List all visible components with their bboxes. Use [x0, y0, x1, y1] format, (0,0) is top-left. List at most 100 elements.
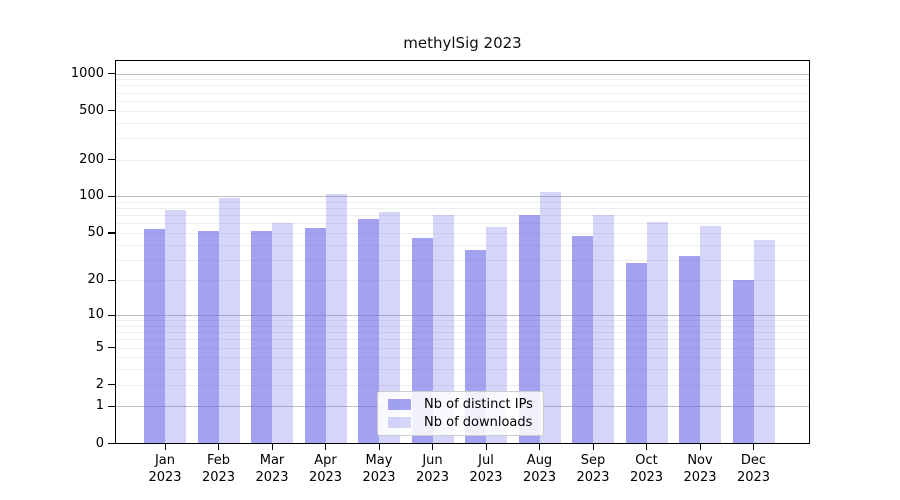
x-tick-label: Aug 2023	[508, 452, 572, 486]
bar-downloads-may	[379, 211, 400, 444]
x-tick-mark	[218, 444, 220, 450]
x-tick-label: Jul 2023	[454, 452, 518, 486]
legend-swatch-distinct-ips	[388, 399, 411, 410]
x-tick-year: 2023	[415, 470, 450, 485]
y-tick-mark	[108, 384, 115, 386]
x-tick-year: 2023	[362, 470, 396, 485]
gridline-minor	[115, 201, 810, 203]
y-tick-label: 1000	[70, 65, 104, 81]
y-tick-label: 2	[95, 376, 104, 392]
x-tick-month: Jun	[422, 453, 443, 468]
x-tick-mark	[753, 444, 755, 450]
x-tick-label: Feb 2023	[187, 452, 251, 486]
y-tick-mark	[108, 159, 115, 161]
y-tick-mark	[108, 110, 115, 112]
x-tick-month: Nov	[687, 453, 713, 468]
x-tick-year: 2023	[255, 470, 289, 485]
y-tick-mark	[108, 405, 115, 408]
x-tick-month: Sep	[580, 453, 606, 468]
gridline-minor	[115, 92, 810, 94]
legend: Nb of distinct IPs Nb of downloads	[377, 391, 544, 436]
y-tick-mark	[108, 314, 115, 316]
x-tick-month: Mar	[259, 453, 285, 468]
x-tick-mark	[539, 444, 541, 450]
y-tick-label: 50	[87, 224, 104, 240]
y-tick-label: 500	[79, 102, 104, 118]
bar-downloads-feb	[218, 197, 240, 444]
gridline-major	[115, 315, 810, 317]
x-tick-label: May 2023	[347, 452, 411, 486]
gridline-minor	[115, 369, 810, 371]
bar-downloads-apr	[325, 193, 347, 444]
gridline-minor	[115, 325, 810, 327]
bar-downloads-aug	[539, 191, 561, 444]
x-tick-mark	[271, 444, 273, 450]
gridline-minor	[115, 137, 810, 139]
gridline-minor	[115, 357, 810, 359]
x-tick-mark	[378, 444, 380, 450]
x-tick-label: Jan 2023	[133, 452, 197, 486]
y-tick-label: 1	[95, 398, 104, 414]
gridline-minor	[115, 159, 810, 161]
y-tick-mark	[108, 347, 115, 349]
x-tick-month: Oct	[635, 453, 658, 468]
gridline-minor	[115, 85, 810, 87]
gridline-minor	[115, 232, 810, 234]
bar-downloads-mar	[272, 223, 293, 444]
x-tick-year: 2023	[736, 470, 771, 485]
x-tick-label: Nov 2023	[668, 452, 732, 486]
x-tick-mark	[646, 444, 648, 450]
x-tick-label: Mar 2023	[240, 452, 304, 486]
gridline-minor	[115, 332, 810, 334]
legend-item-distinct-ips: Nb of distinct IPs	[388, 397, 533, 412]
legend-item-downloads: Nb of downloads	[388, 415, 533, 430]
gridline-minor	[115, 223, 810, 225]
x-tick-label: Apr 2023	[294, 452, 358, 486]
gridline-minor	[115, 259, 810, 261]
y-tick-mark	[108, 73, 115, 75]
y-tick-mark	[108, 195, 115, 198]
x-tick-year: 2023	[308, 470, 343, 485]
bar-distinct-ips-oct	[625, 263, 647, 444]
bar-distinct-ips-may	[358, 219, 379, 444]
y-tick-label: 5	[95, 339, 104, 355]
x-tick-year: 2023	[148, 470, 182, 485]
x-tick-month: Apr	[314, 453, 337, 468]
x-tick-mark	[699, 444, 701, 450]
x-tick-label: Dec 2023	[722, 452, 786, 486]
y-tick-label: 20	[87, 272, 104, 288]
x-tick-label: Oct 2023	[615, 452, 679, 486]
bar-distinct-ips-aug	[518, 215, 540, 444]
x-tick-year: 2023	[629, 470, 664, 485]
x-tick-mark	[592, 444, 594, 450]
y-tick-mark	[108, 279, 115, 282]
bar-downloads-dec	[753, 239, 775, 444]
x-tick-month: Jan	[154, 453, 176, 468]
bar-distinct-ips-sep	[572, 236, 593, 444]
gridline-minor	[115, 215, 810, 217]
x-tick-month: Feb	[206, 453, 231, 468]
legend-swatch-downloads	[388, 417, 411, 428]
gridline-minor	[115, 208, 810, 210]
gridline-minor	[115, 122, 810, 124]
x-tick-year: 2023	[683, 470, 717, 485]
x-tick-month: May	[365, 453, 393, 468]
x-tick-year: 2023	[201, 470, 236, 485]
x-tick-label: Jun 2023	[401, 452, 465, 486]
gridline-major	[115, 196, 810, 198]
gridline-minor	[115, 347, 810, 349]
y-tick-label: 100	[79, 188, 104, 204]
bar-downloads-sep	[593, 215, 614, 444]
x-tick-mark	[164, 444, 166, 450]
x-tick-mark	[325, 444, 327, 450]
y-tick-label: 10	[87, 307, 104, 323]
gridline-minor	[115, 320, 810, 322]
bar-distinct-ips-mar	[251, 230, 272, 444]
bar-downloads-jan	[165, 209, 186, 444]
gridline-minor	[115, 339, 810, 341]
bar-distinct-ips-apr	[304, 227, 326, 444]
x-tick-year: 2023	[522, 470, 557, 485]
chart-title: methylSig 2023	[403, 34, 522, 52]
bar-distinct-ips-nov	[679, 256, 700, 444]
